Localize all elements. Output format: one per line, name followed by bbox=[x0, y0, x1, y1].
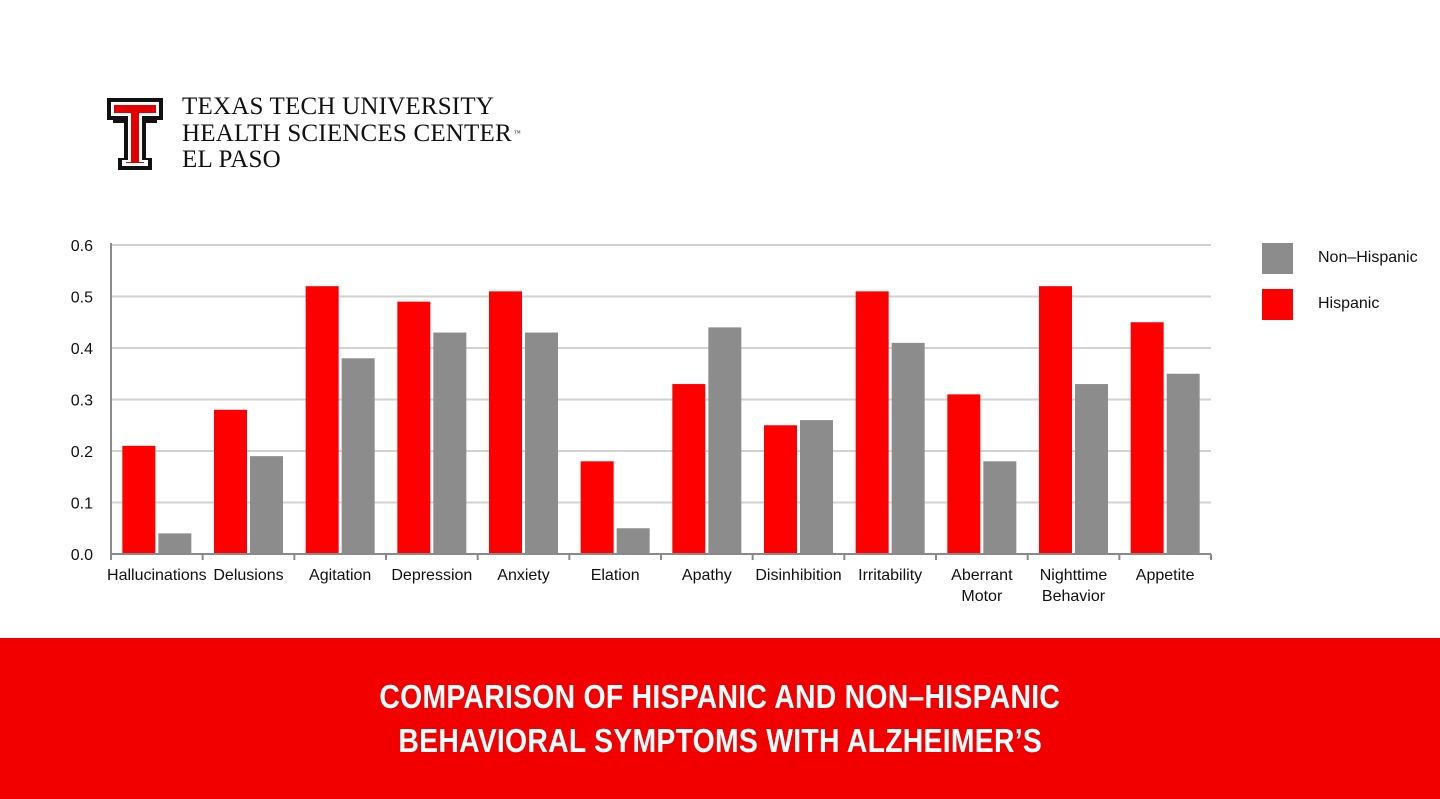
bar-non-hispanic-10 bbox=[1075, 384, 1108, 553]
bar-non-hispanic-8 bbox=[891, 342, 925, 553]
bar-non-hispanic-9 bbox=[983, 461, 1017, 553]
bar-chart: 0.0 0.1 0.2 0.3 0.4 0.5 0.6 Hallucinations Delus… bbox=[71, 238, 1212, 605]
legend-swatch-non-hispanic bbox=[1262, 243, 1293, 274]
y-tick-label-2: 0.2 bbox=[71, 444, 93, 461]
grid-lines bbox=[111, 244, 1211, 504]
bar-non-hispanic-0 bbox=[158, 533, 192, 553]
double-t-logo-icon bbox=[106, 96, 164, 172]
tick-labels: 0.0 0.1 0.2 0.3 0.4 0.5 0.6 Hallucinations Delus… bbox=[71, 238, 1195, 605]
bars bbox=[122, 286, 1200, 553]
bar-hispanic-9 bbox=[947, 394, 981, 553]
banner-title-line-1: COMPARISON OF HISPANIC AND NON–HISPANIC bbox=[379, 677, 1061, 715]
bar-hispanic-7 bbox=[764, 425, 797, 553]
institution-line-2: HEALTH SCIENCES CENTER ™ bbox=[182, 120, 602, 147]
bar-hispanic-6 bbox=[672, 384, 706, 553]
bar-hispanic-5 bbox=[580, 461, 614, 553]
banner-title-line-2: BEHAVIORAL SYMPTOMS WITH ALZHEIMER’S bbox=[398, 721, 1042, 759]
bar-non-hispanic-3 bbox=[433, 332, 467, 553]
y-tick-label-3: 0.3 bbox=[71, 393, 93, 410]
bar-hispanic-8 bbox=[855, 291, 889, 553]
y-tick-label-0: 0.0 bbox=[71, 547, 93, 564]
institution-line-1: TEXAS TECH UNIVERSITY bbox=[182, 93, 495, 120]
bar-hispanic-3 bbox=[397, 301, 431, 553]
x-tick-label-4: Anxiety bbox=[497, 567, 549, 584]
x-tick-label-2: Agitation bbox=[309, 567, 371, 584]
bar-hispanic-1 bbox=[214, 409, 247, 553]
institution-line-2-text: HEALTH SCIENCES CENTER bbox=[182, 120, 512, 147]
bar-hispanic-11 bbox=[1130, 322, 1164, 553]
bar-non-hispanic-2 bbox=[341, 358, 375, 553]
bar-non-hispanic-7 bbox=[800, 420, 833, 553]
bar-hispanic-10 bbox=[1039, 286, 1072, 553]
bar-hispanic-2 bbox=[305, 286, 339, 553]
legend-label-hispanic: Hispanic bbox=[1318, 295, 1380, 312]
bar-non-hispanic-4 bbox=[525, 332, 558, 553]
x-tick-label-3: Depression bbox=[391, 567, 472, 584]
y-tick-label-5: 0.5 bbox=[71, 290, 93, 307]
institution-name: TEXAS TECH UNIVERSITY HEALTH SCIENCES CE… bbox=[182, 94, 602, 173]
x-tick-label-10-0: Nighttime bbox=[1040, 567, 1108, 584]
x-tick-label-9-0: Aberrant bbox=[951, 567, 1013, 584]
axes bbox=[110, 243, 1212, 560]
x-tick-label-8: Irritability bbox=[858, 567, 922, 584]
y-tick-label-4: 0.4 bbox=[71, 341, 93, 358]
bar-non-hispanic-1 bbox=[250, 456, 283, 553]
y-tick-label-1: 0.1 bbox=[71, 496, 93, 513]
bar-hispanic-4 bbox=[489, 291, 522, 553]
bar-non-hispanic-5 bbox=[616, 528, 650, 553]
title-banner: COMPARISON OF HISPANIC AND NON–HISPANIC … bbox=[0, 638, 1440, 799]
bar-non-hispanic-11 bbox=[1166, 373, 1200, 553]
legend-label-non-hispanic: Non–Hispanic bbox=[1318, 249, 1418, 266]
bar-non-hispanic-6 bbox=[708, 327, 742, 553]
x-tick-label-5: Elation bbox=[591, 567, 640, 584]
legend-swatch-hispanic bbox=[1262, 289, 1293, 320]
x-tick-label-10-1: Behavior bbox=[1042, 588, 1106, 605]
x-tick-label-7: Disinhibition bbox=[755, 567, 841, 584]
x-tick-label-9-1: Motor bbox=[961, 588, 1003, 605]
x-tick-label-1: Delusions bbox=[213, 567, 283, 584]
institution-line-3: EL PASO bbox=[182, 146, 281, 173]
x-tick-label-11: Appetite bbox=[1136, 567, 1195, 584]
x-tick-label-0: Hallucinations bbox=[107, 567, 207, 584]
bar-hispanic-0 bbox=[122, 445, 156, 553]
x-tick-label-6: Apathy bbox=[682, 567, 732, 584]
y-tick-label-6: 0.6 bbox=[71, 238, 93, 255]
trademark-mark: ™ bbox=[513, 129, 521, 137]
